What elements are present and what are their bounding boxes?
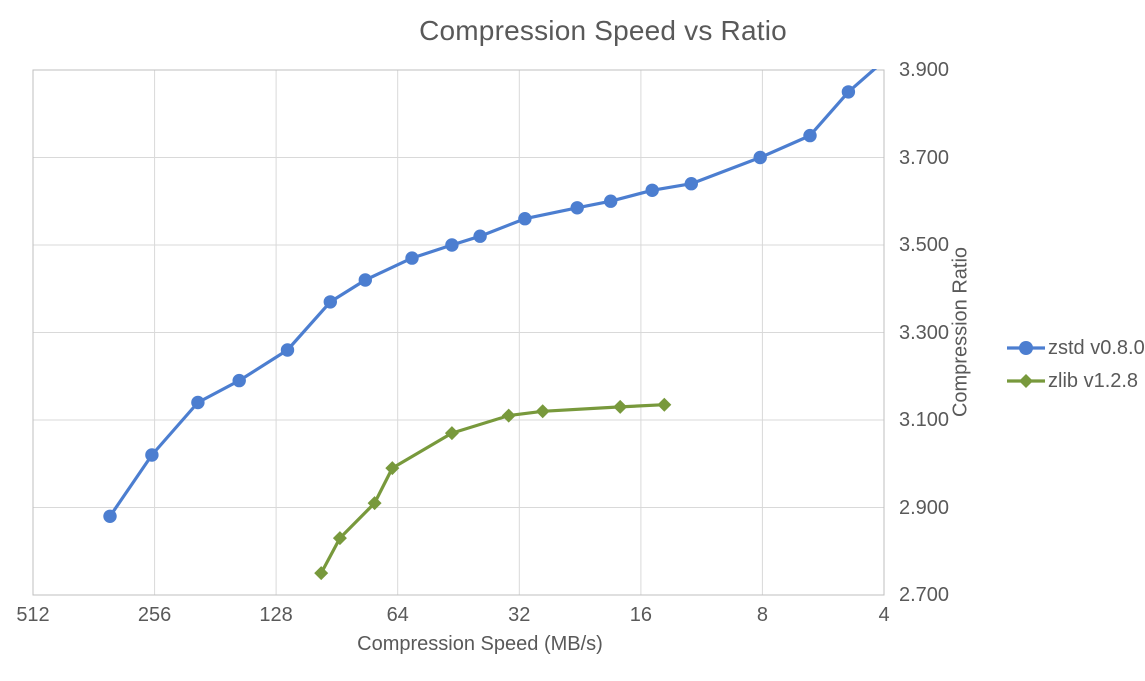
x-tick-label: 64 (386, 604, 409, 626)
x-tick-label: 128 (259, 604, 293, 626)
y-axis-title: Compression Ratio (949, 246, 972, 418)
y-tick-label: 3.900 (899, 59, 950, 81)
y-tick-label: 3.300 (899, 321, 950, 344)
y-tick-label: 2.900 (899, 496, 950, 519)
legend-marker-icon (1007, 341, 1045, 355)
x-tick-label: 4 (878, 604, 890, 626)
y-axis-ticks: 2.700 2.900 3.100 3.300 3.500 3.700 3.900 (899, 0, 969, 681)
chart-title: Compression Speed vs Ratio (419, 15, 787, 46)
x-tick-label: 512 (16, 604, 50, 626)
x-tick-label: 16 (629, 604, 653, 626)
legend-item: zstd v0.8.0 (1007, 337, 1145, 359)
legend: zstd v0.8.0 zlib v1.2.8 (1007, 337, 1145, 392)
legend-label: zstd v0.8.0 (1048, 336, 1145, 359)
x-axis-ticks: 512 256 128 64 32 16 8 4 (0, 604, 1145, 628)
y-tick-label: 3.100 (899, 409, 950, 431)
y-tick-label: 3.700 (899, 146, 950, 169)
x-tick-label: 32 (508, 604, 531, 626)
legend-marker-icon (1007, 374, 1045, 388)
legend-item: zlib v1.2.8 (1007, 370, 1145, 392)
x-tick-label: 256 (137, 604, 172, 626)
y-tick-label: 3.500 (899, 234, 950, 256)
legend-label: zlib v1.2.8 (1048, 369, 1139, 392)
x-tick-label: 8 (756, 604, 768, 626)
x-axis-title: Compression Speed (MB/s) (357, 633, 603, 655)
y-tick-label: 2.700 (899, 584, 950, 606)
